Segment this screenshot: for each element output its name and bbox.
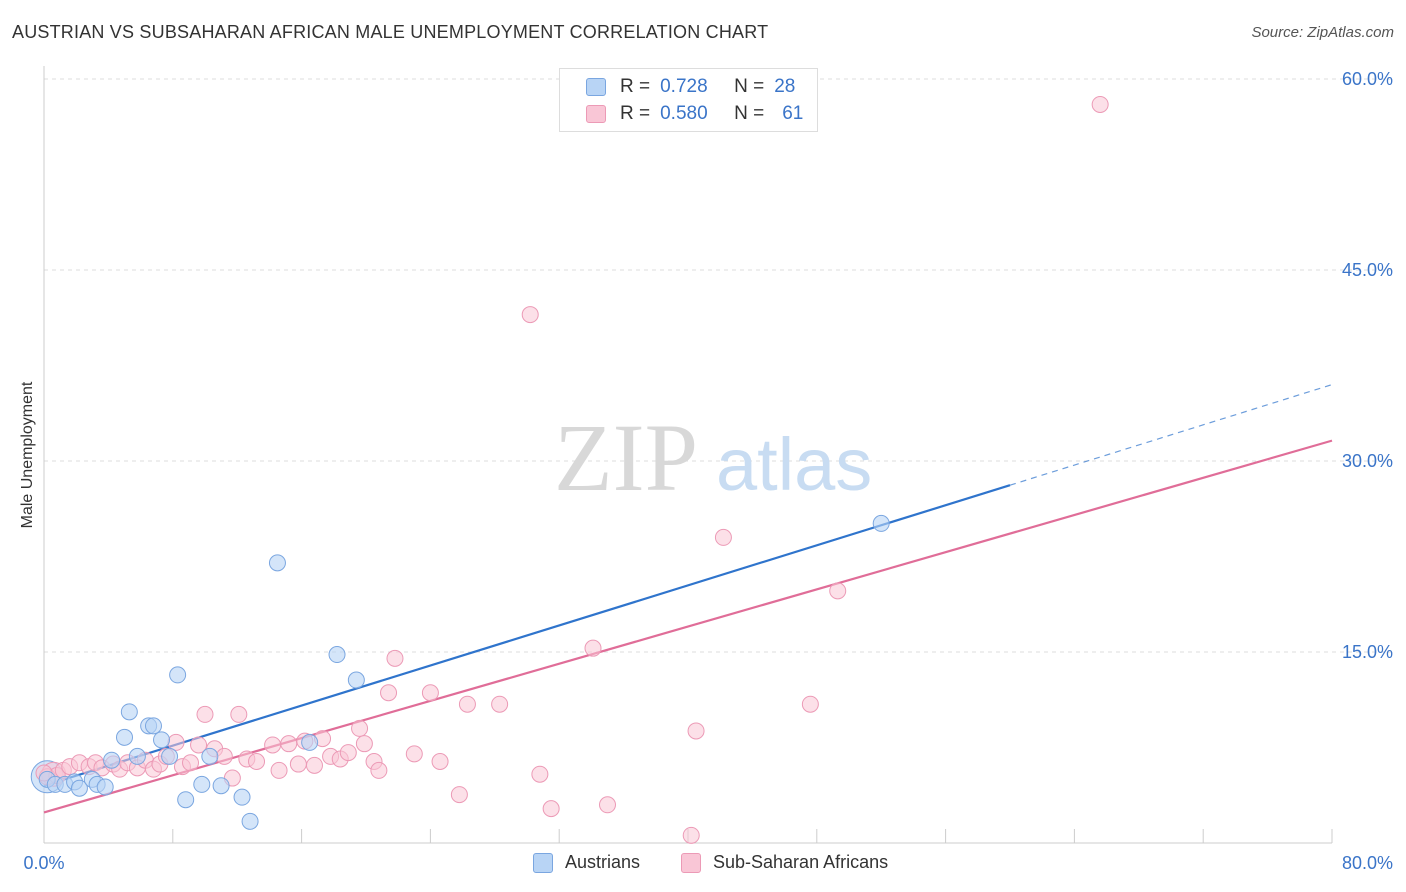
y-tick-label: 60.0% xyxy=(1342,69,1393,89)
trend-layer xyxy=(43,384,1333,814)
point-austrians xyxy=(328,646,346,664)
point-subsaharan xyxy=(599,796,616,814)
point-subsaharan xyxy=(521,306,539,324)
point-subsaharan xyxy=(531,765,549,783)
point-subsaharan xyxy=(190,736,208,754)
legend-series: Austrians Sub-Saharan Africans xyxy=(0,849,1406,879)
point-subsaharan xyxy=(248,753,266,771)
watermark-atlas: atlas xyxy=(716,423,872,506)
point-austrians xyxy=(116,728,133,746)
x-tick-label: 0.0% xyxy=(23,853,64,873)
point-subsaharan xyxy=(386,649,404,667)
point-subsaharan xyxy=(264,736,282,754)
point-subsaharan xyxy=(682,826,700,844)
point-austrians xyxy=(144,717,162,735)
point-subsaharan xyxy=(230,705,248,723)
point-austrians xyxy=(301,733,319,751)
point-austrians xyxy=(96,778,114,796)
legend-row-austrians: R = 0.728 N = 28 xyxy=(586,75,795,99)
legend-n-value: 28 xyxy=(774,76,796,97)
point-austrians xyxy=(268,554,286,572)
point-subsaharan xyxy=(215,747,233,765)
point-subsaharan xyxy=(270,761,288,779)
legend-correlation: R = 0.728 N = 28 R = 0.580 N = 61 xyxy=(559,68,818,132)
legend-n-value: 61 xyxy=(782,103,804,124)
legend-label-subsaharan: Sub-Saharan Africans xyxy=(713,852,889,872)
point-austrians xyxy=(233,788,251,806)
legend-n-label: N = xyxy=(734,103,765,124)
y-tick-label: 30.0% xyxy=(1342,451,1393,471)
legend-label-austrians: Austrians xyxy=(565,852,641,872)
point-subsaharan xyxy=(431,753,449,771)
point-austrians xyxy=(872,514,890,532)
point-austrians xyxy=(153,731,171,749)
legend-n-label: N = xyxy=(734,76,765,97)
point-austrians xyxy=(169,666,187,684)
y-tick-label: 45.0% xyxy=(1342,260,1393,280)
y-tick-label: 15.0% xyxy=(1342,642,1393,662)
point-austrians xyxy=(103,751,121,769)
point-subsaharan xyxy=(351,719,369,737)
legend-swatch-austrians xyxy=(586,78,606,96)
grid-layer xyxy=(44,78,1392,653)
point-subsaharan xyxy=(289,755,307,773)
source-label: Source: ZipAtlas.com xyxy=(1251,24,1394,41)
axis-layer: 15.0% 30.0% 45.0% 60.0% 0.0% 80.0% xyxy=(23,66,1393,873)
point-subsaharan xyxy=(339,744,357,762)
trendline-austrians-extension xyxy=(1009,384,1333,486)
legend-item-subsaharan[interactable]: Sub-Saharan Africans xyxy=(681,852,888,873)
point-subsaharan xyxy=(182,754,200,772)
point-austrians xyxy=(201,747,219,765)
point-subsaharan xyxy=(542,800,560,818)
legend-row-subsaharan: R = 0.580 N = 61 xyxy=(586,102,803,126)
legend-item-austrians[interactable]: Austrians xyxy=(533,852,640,873)
point-austrians xyxy=(193,775,211,793)
legend-swatch-subsaharan xyxy=(586,105,606,123)
legend-r-value: 0.580 xyxy=(660,103,708,124)
point-austrians xyxy=(212,777,230,795)
point-subsaharan xyxy=(491,695,509,713)
watermark: ZIP atlas xyxy=(554,404,872,511)
point-subsaharan xyxy=(801,695,819,713)
points-layer xyxy=(30,95,1109,844)
legend-r-value: 0.728 xyxy=(660,76,708,97)
point-subsaharan xyxy=(450,786,468,804)
point-austrians xyxy=(241,812,259,830)
point-austrians xyxy=(120,703,138,721)
legend-swatch-austrians xyxy=(533,852,553,873)
point-subsaharan xyxy=(196,705,214,723)
watermark-zip: ZIP xyxy=(554,404,698,511)
point-subsaharan xyxy=(370,761,388,779)
point-austrians xyxy=(177,791,195,809)
point-austrians xyxy=(128,747,146,765)
chart-title: AUSTRIAN VS SUBSAHARAN AFRICAN MALE UNEM… xyxy=(12,22,769,42)
point-subsaharan xyxy=(714,528,732,546)
legend-swatch-subsaharan xyxy=(681,852,701,873)
point-austrians xyxy=(161,747,179,765)
legend-r-label: R = xyxy=(620,103,651,124)
point-subsaharan xyxy=(458,695,476,713)
point-subsaharan xyxy=(355,735,373,753)
trendline-austrians xyxy=(43,484,1011,787)
trendline-subsaharan xyxy=(43,439,1333,814)
point-subsaharan xyxy=(1091,95,1109,113)
point-subsaharan xyxy=(687,722,705,740)
point-subsaharan xyxy=(584,639,602,657)
point-subsaharan xyxy=(421,684,439,702)
point-austrians xyxy=(70,779,88,797)
point-subsaharan xyxy=(280,735,298,753)
point-subsaharan xyxy=(405,745,423,763)
legend-r-label: R = xyxy=(620,76,651,97)
point-subsaharan xyxy=(380,684,398,702)
point-subsaharan xyxy=(305,756,323,774)
point-austrians xyxy=(347,671,365,689)
point-subsaharan xyxy=(829,582,847,600)
x-tick-label: 80.0% xyxy=(1342,853,1393,873)
